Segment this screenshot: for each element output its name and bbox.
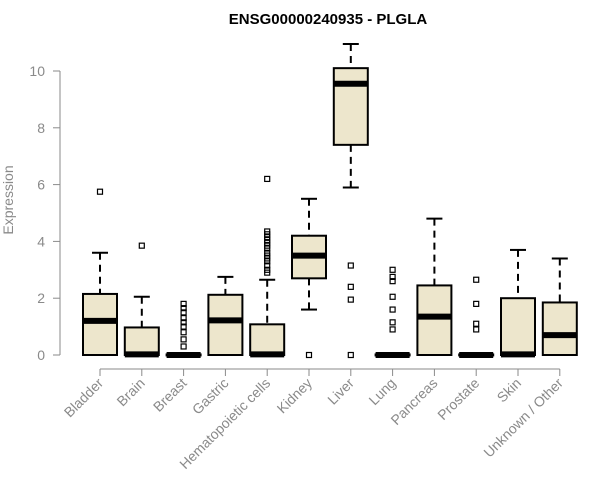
- outlier-point: [180, 314, 187, 322]
- y-tick-label: 2: [37, 290, 45, 306]
- category-label: Kidney: [274, 375, 316, 417]
- outlier-point: [138, 242, 145, 249]
- outlier-point: [264, 262, 271, 269]
- category-label: Unknown / Other: [480, 375, 566, 461]
- outlier-point: [389, 273, 396, 280]
- box-pancreas: [416, 217, 453, 357]
- outlier-point: [180, 336, 187, 343]
- outlier-point: [389, 278, 396, 285]
- outlier-point: [264, 266, 271, 273]
- outlier-point: [347, 351, 354, 359]
- category-label: Skin: [494, 375, 525, 406]
- box-skin: [500, 248, 536, 358]
- box-liver: [332, 43, 369, 359]
- outlier-point: [389, 266, 396, 273]
- outlier-point: [96, 188, 104, 195]
- category-label: Breast: [150, 375, 190, 415]
- y-axis: 0 2 4 6 8 10: [29, 63, 61, 363]
- iqr-box: [500, 297, 536, 357]
- category-label: Prostate: [434, 375, 482, 423]
- boxes-group: [82, 43, 578, 359]
- box-breast: [165, 300, 202, 358]
- y-tick-label: 8: [37, 120, 45, 136]
- y-tick-label: 0: [37, 347, 45, 363]
- outlier-point: [180, 323, 187, 330]
- outlier-point: [264, 249, 271, 256]
- iqr-box: [82, 292, 118, 357]
- outlier-point: [473, 320, 480, 327]
- box-kidney: [291, 197, 327, 359]
- outlier-point: [180, 305, 187, 312]
- outlier-point: [180, 309, 187, 316]
- iqr-box: [123, 326, 160, 356]
- outlier-point: [347, 262, 354, 269]
- box-gastric: [207, 275, 244, 356]
- iqr-box: [249, 323, 286, 357]
- outlier-point: [389, 293, 396, 300]
- outlier-point: [180, 319, 187, 326]
- outlier-point: [389, 326, 396, 333]
- y-axis-title: Expression: [0, 165, 16, 234]
- category-label: Bladder: [61, 375, 107, 421]
- outlier-point: [305, 351, 313, 359]
- outlier-point: [347, 296, 354, 303]
- outlier-point: [473, 300, 480, 307]
- box-bladder: [82, 188, 118, 357]
- outlier-point: [264, 175, 271, 183]
- outlier-point: [180, 329, 187, 336]
- category-label: Liver: [324, 375, 357, 408]
- box-hematopoietic-cells: [249, 175, 286, 358]
- outlier-point: [264, 228, 271, 235]
- box-prostate: [458, 276, 495, 358]
- outlier-point: [389, 306, 396, 313]
- iqr-box: [207, 293, 244, 356]
- outlier-point: [389, 319, 396, 326]
- y-tick-label: 10: [29, 63, 45, 79]
- iqr-box: [332, 67, 369, 146]
- outlier-point: [180, 343, 187, 350]
- outlier-point: [473, 326, 480, 333]
- category-label: Lung: [365, 375, 398, 408]
- y-tick-label: 6: [37, 177, 45, 193]
- iqr-box: [541, 301, 578, 356]
- iqr-box: [416, 284, 453, 357]
- box-unknown-other: [541, 257, 578, 356]
- box-lung: [374, 266, 411, 358]
- outlier-point: [347, 283, 354, 290]
- category-label: Brain: [113, 375, 147, 409]
- box-brain: [123, 242, 160, 358]
- outlier-point: [180, 300, 187, 307]
- chart-title: ENSG00000240935 - PLGLA: [229, 11, 428, 28]
- outlier-point: [473, 276, 480, 283]
- y-tick-label: 4: [37, 233, 45, 249]
